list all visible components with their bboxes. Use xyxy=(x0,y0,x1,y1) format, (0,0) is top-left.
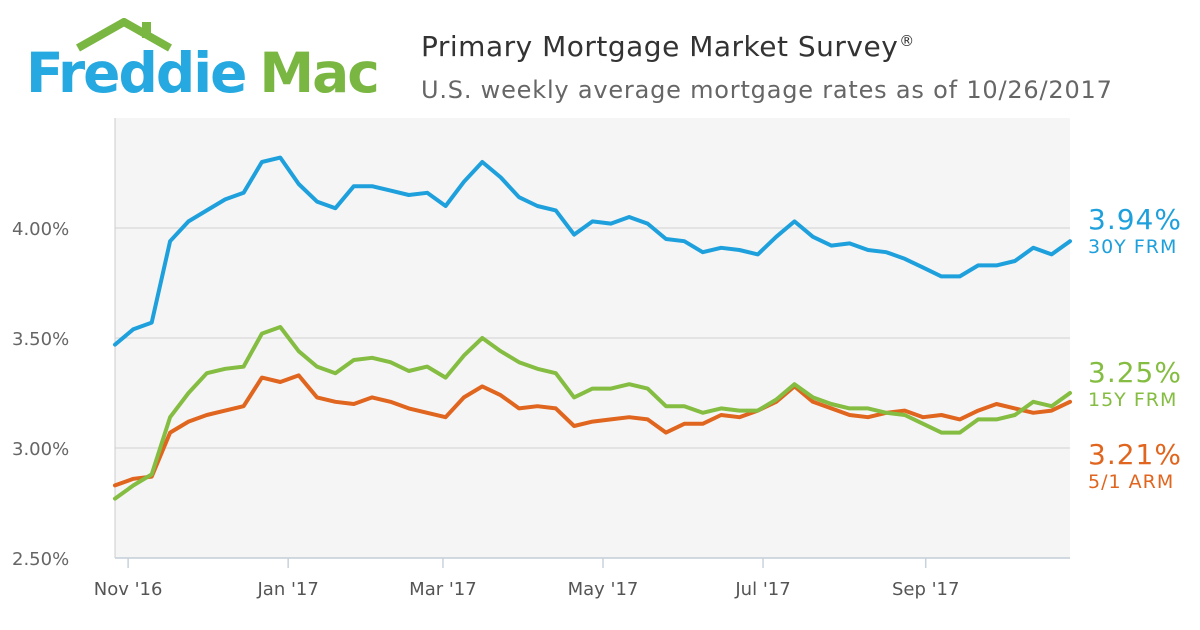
end-label-30y: 3.94% 30Y FRM xyxy=(1088,206,1182,257)
house-roof-icon xyxy=(76,18,172,52)
y-axis: 2.50% 3.00% 3.50% 4.00% xyxy=(12,219,69,570)
end-label-arm-name: 5/1 ARM xyxy=(1088,471,1175,493)
x-tick-label: Nov '16 xyxy=(94,579,163,600)
y-tick-label: 2.50% xyxy=(12,549,69,570)
end-label-arm: 3.21% 5/1 ARM xyxy=(1088,441,1182,492)
end-label-30y-name: 30Y FRM xyxy=(1088,236,1178,258)
y-tick-label: 4.00% xyxy=(12,219,69,240)
y-tick-label: 3.00% xyxy=(12,439,69,460)
end-label-15y: 3.25% 15Y FRM xyxy=(1088,359,1182,410)
end-label-arm-value: 3.21% xyxy=(1088,438,1182,471)
series-line-30y-frm xyxy=(113,155,1072,347)
end-label-30y-value: 3.94% xyxy=(1088,203,1182,236)
series-line-15y-frm xyxy=(113,325,1072,501)
registered-mark: ® xyxy=(899,32,915,50)
chart-title: Primary Mortgage Market Survey® xyxy=(421,30,915,63)
x-tick-label: May '17 xyxy=(568,579,639,600)
x-tick-label: Mar '17 xyxy=(409,579,477,600)
series-lines xyxy=(113,155,1072,501)
logo-word-mac: Mac xyxy=(259,41,379,105)
logo-word-freddie: Freddie xyxy=(26,41,247,105)
logo-wordmark: Freddie Mac xyxy=(26,46,380,101)
x-tick-label: Jul '17 xyxy=(734,579,790,600)
chart-title-text: Primary Mortgage Market Survey xyxy=(421,30,899,63)
x-tick-label: Sep '17 xyxy=(892,579,960,600)
end-label-15y-name: 15Y FRM xyxy=(1088,389,1178,411)
freddie-mac-logo: Freddie Mac xyxy=(26,18,380,104)
end-label-15y-value: 3.25% xyxy=(1088,356,1182,389)
y-tick-label: 3.50% xyxy=(12,329,69,350)
x-tick-label: Jan '17 xyxy=(256,579,318,600)
chart-subtitle: U.S. weekly average mortgage rates as of… xyxy=(421,76,1113,104)
x-axis: Nov '16 Jan '17 Mar '17 May '17 Jul '17 Sep '… xyxy=(94,557,1070,600)
series-line-5-1-arm xyxy=(113,373,1072,488)
